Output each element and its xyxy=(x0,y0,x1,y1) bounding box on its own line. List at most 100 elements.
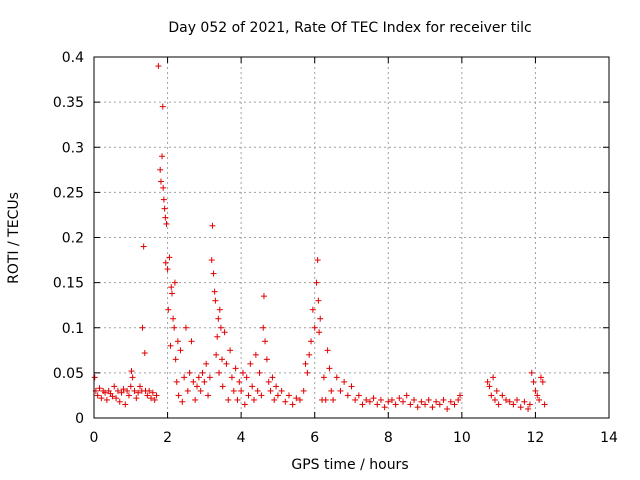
data-point xyxy=(267,387,274,394)
data-point xyxy=(175,392,182,399)
data-point xyxy=(188,338,195,345)
data-point xyxy=(192,396,199,403)
data-point xyxy=(214,333,221,340)
data-point xyxy=(486,383,493,390)
data-point xyxy=(122,401,129,408)
data-point xyxy=(160,196,167,203)
data-point xyxy=(260,324,267,331)
data-points xyxy=(91,63,548,412)
data-point xyxy=(302,360,309,367)
data-point xyxy=(164,266,171,273)
x-tick-label: 4 xyxy=(237,430,246,446)
plot-frame xyxy=(93,56,610,419)
data-point xyxy=(197,387,204,394)
data-point xyxy=(225,396,232,403)
data-point xyxy=(199,369,206,376)
data-point xyxy=(146,387,153,394)
data-point xyxy=(541,401,548,408)
data-point xyxy=(194,383,200,390)
data-point xyxy=(333,374,340,381)
data-point xyxy=(171,324,178,331)
data-point xyxy=(96,385,103,392)
data-point xyxy=(403,392,410,399)
y-axis-label: ROTI / TECUs xyxy=(6,192,22,284)
data-point xyxy=(151,396,158,403)
data-point xyxy=(249,383,256,390)
data-point xyxy=(517,404,524,411)
data-point xyxy=(407,401,414,408)
data-point xyxy=(254,387,261,394)
data-point xyxy=(499,392,506,399)
data-point xyxy=(447,398,454,405)
data-point xyxy=(184,387,191,394)
data-point xyxy=(503,396,509,403)
data-point xyxy=(245,392,252,399)
data-point xyxy=(260,293,267,300)
data-point xyxy=(337,387,344,394)
data-point xyxy=(201,378,208,385)
data-point xyxy=(422,401,429,408)
data-point xyxy=(153,392,160,399)
x-tick-label: 6 xyxy=(310,430,319,446)
data-point xyxy=(162,214,169,221)
data-point xyxy=(317,315,324,322)
data-point xyxy=(490,374,497,381)
data-point xyxy=(213,351,220,358)
data-point xyxy=(230,387,237,394)
data-point xyxy=(388,396,395,403)
data-point xyxy=(285,392,292,399)
data-point xyxy=(219,383,226,390)
data-point xyxy=(341,378,348,385)
data-point xyxy=(190,378,197,385)
data-point xyxy=(216,369,223,376)
data-point xyxy=(536,396,543,403)
data-point xyxy=(166,254,173,261)
data-point xyxy=(125,392,132,399)
data-point xyxy=(227,347,234,354)
y-tick-label: 0.05 xyxy=(53,366,84,382)
data-point xyxy=(256,369,263,376)
data-point xyxy=(274,392,281,399)
data-point xyxy=(133,395,140,402)
data-point xyxy=(252,351,259,358)
data-point xyxy=(238,387,245,394)
data-point xyxy=(278,387,285,394)
data-point xyxy=(411,396,418,403)
data-point xyxy=(525,405,532,412)
data-point xyxy=(129,374,136,381)
data-point xyxy=(111,383,118,390)
data-point xyxy=(216,306,223,313)
data-point xyxy=(161,205,168,212)
data-point xyxy=(205,392,212,399)
data-point xyxy=(363,396,370,403)
data-point xyxy=(98,395,105,402)
data-point xyxy=(348,383,355,390)
data-point xyxy=(160,184,167,191)
data-point xyxy=(429,404,436,411)
data-point xyxy=(491,396,498,403)
data-point xyxy=(314,257,321,264)
data-point xyxy=(118,389,125,396)
data-point xyxy=(315,297,322,304)
data-point xyxy=(534,392,541,399)
data-point xyxy=(157,178,164,185)
data-point xyxy=(209,222,216,229)
data-point xyxy=(221,329,228,336)
data-point xyxy=(366,398,373,405)
data-point xyxy=(506,398,513,405)
data-point xyxy=(300,387,307,394)
data-point xyxy=(457,392,464,399)
data-point xyxy=(114,387,121,394)
data-point xyxy=(488,392,495,399)
data-point xyxy=(355,392,362,399)
data-point xyxy=(433,398,440,405)
data-point xyxy=(320,374,327,381)
data-point xyxy=(241,401,248,408)
data-point xyxy=(228,374,235,381)
y-tick-label: 0.4 xyxy=(62,50,84,66)
data-point xyxy=(186,369,193,376)
data-point xyxy=(425,396,432,403)
data-point xyxy=(306,351,313,358)
data-point xyxy=(236,378,243,385)
data-point xyxy=(328,387,335,394)
